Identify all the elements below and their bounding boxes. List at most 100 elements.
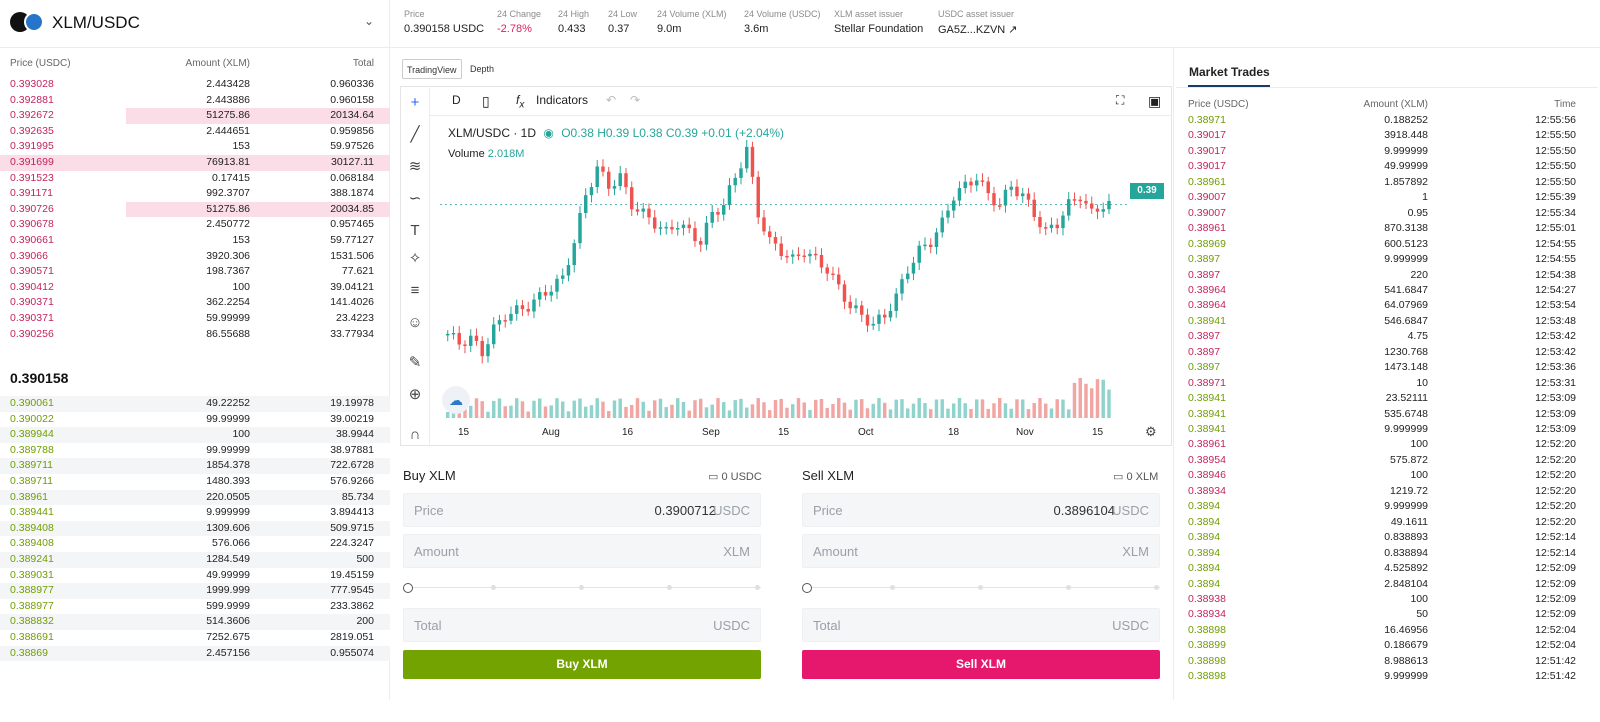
ask-row[interactable]: 0.391699 76913.81 30127.11 <box>0 155 390 171</box>
ask-row[interactable]: 0.390412 100 39.04121 <box>0 280 390 296</box>
bid-row[interactable]: 0.389408 1309.606 509.9715 <box>0 520 390 537</box>
bid-row[interactable]: 0.389441 9.999999 3.894413 <box>0 505 390 521</box>
interval-button[interactable]: D <box>452 93 461 107</box>
ask-row[interactable]: 0.392635 2.444651 0.959856 <box>0 124 390 140</box>
chevron-down-icon[interactable]: ⌄ <box>364 14 375 28</box>
crosshair-icon[interactable]: + <box>410 94 420 111</box>
sell-button[interactable]: Sell XLM <box>802 650 1160 679</box>
tab-depth[interactable]: Depth <box>470 64 495 74</box>
bid-total: 85.734 <box>341 490 374 503</box>
bid-row[interactable]: 0.388977 1999.999 777.9545 <box>0 583 390 599</box>
ask-total: 1531.506 <box>330 249 374 262</box>
trade-amount: 50 <box>1416 608 1428 621</box>
text-icon[interactable]: T <box>410 222 420 239</box>
pattern-icon[interactable]: ✧ <box>408 250 422 267</box>
fx-icon[interactable]: fx <box>516 93 525 111</box>
ask-row[interactable]: 0.390726 51275.86 20034.85 <box>0 201 390 218</box>
sell-amount-slider[interactable] <box>802 583 1160 593</box>
emoji-icon[interactable]: ☺ <box>407 314 423 331</box>
bid-row[interactable]: 0.389711 1480.393 576.9266 <box>0 474 390 490</box>
stat-value: -2.78% <box>497 23 532 35</box>
volume-bar <box>762 402 766 418</box>
legend-symbol: XLM/USDC · 1D <box>448 126 537 140</box>
buy-slider-knob[interactable] <box>403 583 413 593</box>
stat-value[interactable]: GA5Z...KZVN ↗ <box>938 24 1018 36</box>
ask-row[interactable]: 0.390661 153 59.77127 <box>0 233 390 249</box>
ask-row[interactable]: 0.390371 59.99999 23.4223 <box>0 311 390 327</box>
ask-row[interactable]: 0.390678 2.450772 0.957465 <box>0 217 390 233</box>
ask-row[interactable]: 0.390256 86.55688 33.77934 <box>0 327 390 343</box>
fib-icon[interactable]: ≋ <box>408 158 422 175</box>
sell-amount-field[interactable]: Amount XLM <box>802 534 1160 568</box>
bid-row[interactable]: 0.389944 100 38.9944 <box>0 427 390 443</box>
redo-icon[interactable]: ↷ <box>630 93 641 107</box>
buy-amount-field[interactable]: Amount XLM <box>403 534 761 568</box>
undo-icon[interactable]: ↶ <box>606 93 617 107</box>
candle-body <box>756 176 760 218</box>
buy-total-field[interactable]: Total USDC <box>403 608 761 642</box>
bid-row[interactable]: 0.389031 49.99999 19.45159 <box>0 567 390 584</box>
volume-bar <box>618 398 622 418</box>
trade-time: 12:51:42 <box>1535 670 1576 683</box>
buy-price-field[interactable]: Price 0.3900712 USDC <box>403 493 761 527</box>
ask-row[interactable]: 0.392881 2.443886 0.960158 <box>0 93 390 109</box>
zoom-in-icon[interactable]: ⊕ <box>408 386 422 403</box>
bid-row[interactable]: 0.38869 2.457156 0.955074 <box>0 645 390 662</box>
bid-row[interactable]: 0.388832 514.3606 200 <box>0 614 390 630</box>
candle-body <box>739 168 743 178</box>
buy-amount-slider[interactable] <box>403 583 761 593</box>
settings-gear-icon[interactable]: ⚙ <box>1145 424 1157 439</box>
trade-amount: 0.838894 <box>1384 546 1428 559</box>
trade-time: 12:52:20 <box>1535 438 1576 451</box>
volume-bar <box>975 399 979 418</box>
ask-row[interactable]: 0.393028 2.443428 0.960336 <box>0 77 390 93</box>
bid-row[interactable]: 0.38961 220.0505 85.734 <box>0 489 390 506</box>
ask-row[interactable]: 0.390371 362.2254 141.4026 <box>0 295 390 311</box>
ask-row[interactable]: 0.391171 992.3707 388.1874 <box>0 186 390 202</box>
bid-row[interactable]: 0.388691 7252.675 2819.051 <box>0 630 390 646</box>
magnet-icon[interactable]: ∩ <box>409 426 421 443</box>
bid-row[interactable]: 0.390061 49.22252 19.19978 <box>0 396 390 412</box>
ask-price: 0.390678 <box>10 218 54 231</box>
candle-body <box>952 200 956 211</box>
buy-button[interactable]: Buy XLM <box>403 650 761 679</box>
sell-total-field[interactable]: Total USDC <box>802 608 1160 642</box>
trade-amount: 49.99999 <box>1384 160 1428 173</box>
candle-body <box>676 228 680 230</box>
indicators-button[interactable]: Indicators <box>536 93 589 107</box>
ask-row[interactable]: 0.39066 3920.306 1531.506 <box>0 249 390 265</box>
drawing-toolbar: + ╱ ≋ ∽ T ✧ ≡ ☺ ✎ ⊕ ∩ <box>400 86 430 446</box>
bid-row[interactable]: 0.389241 1284.549 500 <box>0 552 390 568</box>
sell-price-value[interactable]: 0.3896104 <box>1053 503 1115 518</box>
bid-row[interactable]: 0.388977 599.9999 233.3862 <box>0 598 390 615</box>
bid-row[interactable]: 0.390022 99.99999 39.00219 <box>0 411 390 428</box>
ruler-icon[interactable]: ✎ <box>408 354 422 371</box>
tab-tradingview[interactable]: TradingView <box>402 59 462 79</box>
bid-row[interactable]: 0.389711 1854.378 722.6728 <box>0 458 390 474</box>
forecast-icon[interactable]: ≡ <box>410 282 420 299</box>
ask-row[interactable]: 0.391995 153 59.97526 <box>0 139 390 155</box>
candle-body <box>578 213 582 244</box>
sell-balance: ▭ 0 XLM <box>1113 470 1158 483</box>
bid-row[interactable]: 0.389408 576.066 224.3247 <box>0 536 390 552</box>
sell-slider-knob[interactable] <box>802 583 812 593</box>
ask-row[interactable]: 0.392672 51275.86 20134.64 <box>0 108 390 124</box>
candle-body <box>900 279 904 294</box>
ask-row[interactable]: 0.390571 198.7367 77.621 <box>0 264 390 280</box>
buy-price-value[interactable]: 0.3900712 <box>654 503 716 518</box>
sell-price-field[interactable]: Price 0.3896104 USDC <box>802 493 1160 527</box>
brush-icon[interactable]: ∽ <box>408 190 422 207</box>
candles-icon[interactable]: ▯ <box>482 93 490 109</box>
trade-time: 12:53:48 <box>1535 314 1576 327</box>
fullscreen-icon[interactable]: ⛶ <box>1116 93 1125 107</box>
ask-row[interactable]: 0.391523 0.17415 0.068184 <box>0 171 390 187</box>
volume-bar <box>653 400 657 418</box>
bid-row[interactable]: 0.389788 99.99999 38.97881 <box>0 442 390 459</box>
market-trades-title[interactable]: Market Trades <box>1189 65 1270 79</box>
trendline-icon[interactable]: ╱ <box>410 126 420 143</box>
price-plot[interactable] <box>440 140 1130 422</box>
pair-selector[interactable]: XLM/USDC ⌄ <box>0 0 390 48</box>
stat-7[interactable]: USDC asset issuer GA5Z...KZVN ↗ <box>938 9 1018 36</box>
camera-icon[interactable]: ▣ <box>1148 93 1162 109</box>
candle-body <box>704 222 709 245</box>
